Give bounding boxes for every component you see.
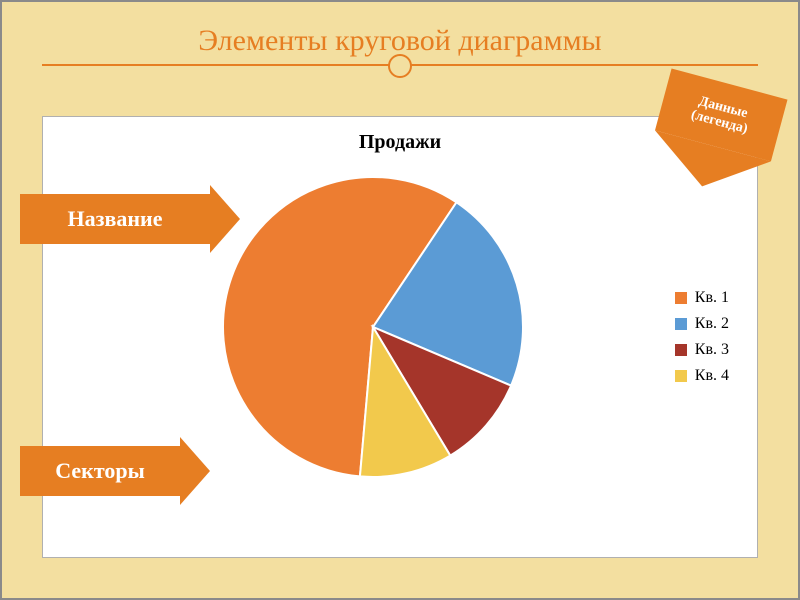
callout-title-text: Название: [68, 206, 163, 232]
legend-item-1: Кв. 2: [675, 315, 729, 333]
legend-swatch: [675, 318, 687, 330]
legend-label: Кв. 3: [695, 341, 729, 359]
callout-title: Название: [20, 194, 210, 244]
callout-sectors: Секторы: [20, 446, 180, 496]
slide-title: Элементы круговой диаграммы: [198, 24, 601, 58]
legend-swatch: [675, 370, 687, 382]
legend: Кв. 1 Кв. 2 Кв. 3 Кв. 4: [675, 281, 729, 393]
legend-item-2: Кв. 3: [675, 341, 729, 359]
legend-label: Кв. 2: [695, 315, 729, 333]
callout-sectors-text: Секторы: [55, 458, 145, 484]
legend-label: Кв. 4: [695, 367, 729, 385]
slide: Элементы круговой диаграммы Продажи Кв. …: [0, 0, 800, 600]
title-area: Элементы круговой диаграммы: [2, 2, 798, 66]
pie-chart: [223, 177, 523, 477]
legend-item-0: Кв. 1: [675, 289, 729, 307]
legend-item-3: Кв. 4: [675, 367, 729, 385]
legend-swatch: [675, 344, 687, 356]
title-underline: [42, 64, 758, 66]
legend-swatch: [675, 292, 687, 304]
legend-label: Кв. 1: [695, 289, 729, 307]
